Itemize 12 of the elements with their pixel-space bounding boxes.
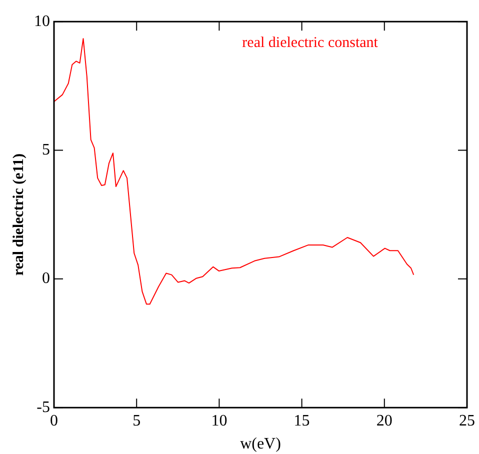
y-tick-label: 0: [42, 270, 50, 288]
x-tick-label: 5: [132, 412, 141, 430]
x-tick-label: 25: [459, 412, 475, 430]
annotation: real dielectric constant: [242, 35, 379, 52]
x-tick-label: 10: [211, 412, 228, 430]
y-tick-label: 5: [42, 141, 50, 158]
y-axis-title: real dielectric (e11): [10, 154, 27, 276]
x-axis-title: w(eV): [240, 436, 281, 453]
x-tick-label: 15: [294, 412, 310, 430]
y-tick-label: -5: [36, 398, 50, 416]
x-tick-label: 20: [376, 412, 392, 430]
y-tick-label: 10: [34, 12, 50, 30]
